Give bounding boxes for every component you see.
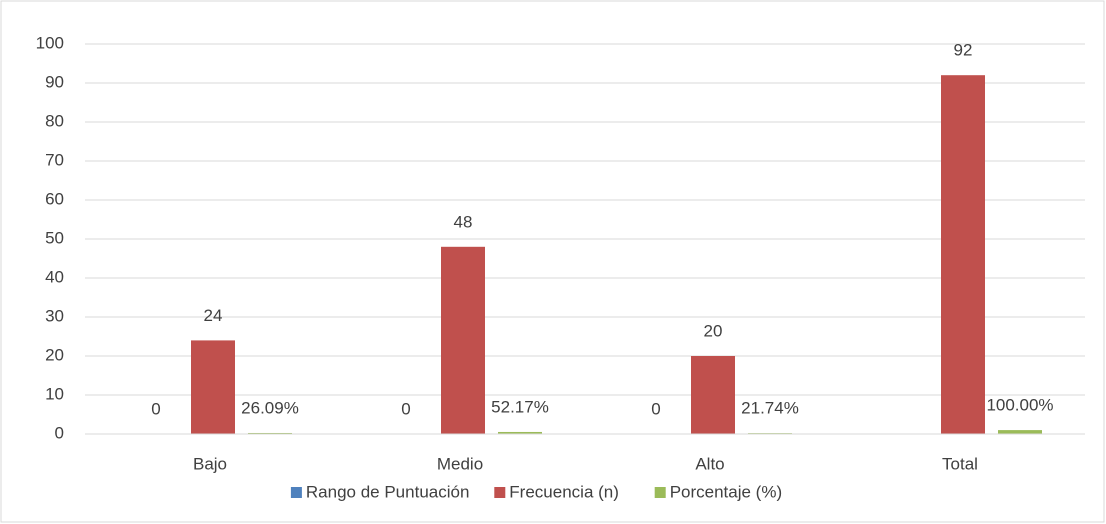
data-label: 20	[704, 321, 723, 340]
bar	[998, 430, 1042, 434]
y-tick-label: 100	[36, 33, 64, 52]
data-label: 92	[954, 41, 973, 60]
y-tick-label: 90	[45, 72, 64, 91]
data-label: 100.00%	[986, 396, 1053, 415]
bar	[191, 340, 235, 434]
y-tick-label: 10	[45, 384, 64, 403]
y-tick-label: 0	[55, 423, 64, 442]
bar	[691, 356, 735, 434]
y-tick-label: 60	[45, 189, 64, 208]
y-tick-label: 50	[45, 228, 64, 247]
data-label: 26.09%	[241, 398, 299, 417]
legend-swatch	[494, 487, 506, 498]
legend-swatch	[654, 487, 666, 498]
legend-label: Rango de Puntuación	[306, 482, 470, 501]
legend-swatch	[290, 487, 302, 498]
data-label: 21.74%	[741, 399, 799, 418]
y-tick-label: 30	[45, 306, 64, 325]
data-label: 0	[151, 399, 160, 418]
data-label: 0	[401, 399, 410, 418]
x-tick-label: Alto	[695, 454, 724, 473]
x-tick-label: Medio	[437, 454, 483, 473]
legend-label: Frecuencia (n)	[509, 482, 619, 501]
bar	[248, 432, 292, 434]
x-tick-label: Total	[942, 454, 978, 473]
data-label: 52.17%	[491, 397, 549, 416]
y-tick-label: 70	[45, 150, 64, 169]
data-label: 48	[454, 212, 473, 231]
data-label: 0	[651, 399, 660, 418]
y-tick-label: 20	[45, 345, 64, 364]
x-tick-label: Bajo	[193, 454, 227, 473]
y-tick-label: 80	[45, 111, 64, 130]
bar	[941, 75, 985, 434]
y-tick-label: 40	[45, 267, 64, 286]
bar	[441, 246, 485, 434]
legend-label: Porcentaje (%)	[670, 482, 782, 501]
bar	[498, 431, 542, 434]
data-label: 24	[204, 306, 223, 325]
